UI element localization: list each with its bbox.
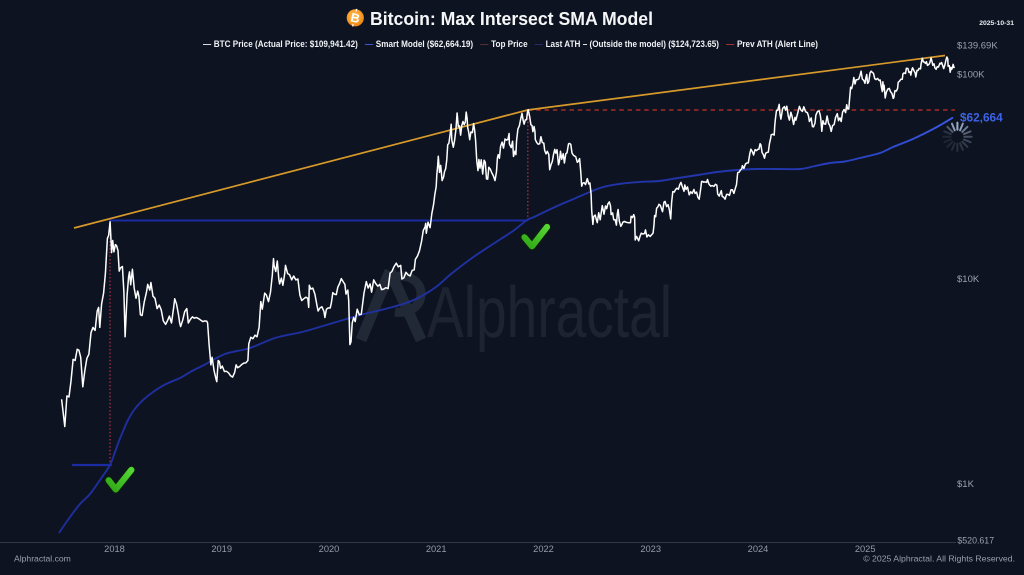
svg-text:$520.617: $520.617 (957, 536, 994, 546)
svg-text:B: B (349, 10, 361, 26)
svg-text:$100K: $100K (957, 69, 985, 80)
svg-text:2022: 2022 (533, 544, 554, 554)
svg-text:2025-10-31: 2025-10-31 (979, 20, 1014, 27)
svg-text:Alphractal.com: Alphractal.com (14, 554, 71, 564)
svg-text:2021: 2021 (426, 544, 447, 554)
svg-text:© 2025 Alphractal. All Rights: © 2025 Alphractal. All Rights Reserved. (863, 554, 1015, 564)
svg-text:$62,664: $62,664 (960, 111, 1003, 125)
svg-text:2018: 2018 (104, 544, 125, 554)
svg-text:$1K: $1K (957, 479, 975, 490)
svg-text:2020: 2020 (319, 544, 340, 554)
svg-text:2024: 2024 (748, 544, 769, 554)
svg-text:—BTC Price (Actual Price: $109: — BTC Price (Actual Price: $109,941.42) —… (203, 38, 818, 49)
svg-text:$139.69K: $139.69K (957, 40, 998, 51)
svg-text:$10K: $10K (957, 274, 980, 285)
svg-text:2025: 2025 (855, 544, 876, 554)
svg-text:2023: 2023 (640, 544, 661, 554)
svg-text:Bitcoin: Max Intersect SMA Mod: Bitcoin: Max Intersect SMA Model (370, 8, 653, 29)
svg-text:Alphractal: Alphractal (427, 273, 672, 353)
svg-text:2019: 2019 (211, 544, 232, 554)
